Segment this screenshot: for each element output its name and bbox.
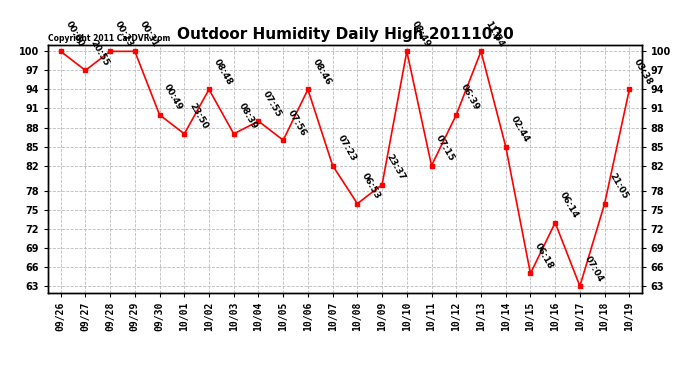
Text: 00:00: 00:00 [63, 20, 86, 49]
Text: 23:50: 23:50 [187, 102, 209, 131]
Text: 07:56: 07:56 [286, 108, 308, 137]
Text: 21:05: 21:05 [607, 172, 629, 201]
Text: 00:31: 00:31 [137, 20, 159, 49]
Text: 08:49: 08:49 [410, 19, 432, 49]
Text: 08:46: 08:46 [310, 57, 333, 87]
Text: 06:53: 06:53 [360, 172, 382, 201]
Text: 06:18: 06:18 [533, 242, 555, 271]
Text: 06:39: 06:39 [459, 83, 481, 112]
Text: 08:48: 08:48 [212, 57, 234, 87]
Text: 03:38: 03:38 [632, 57, 654, 87]
Text: 06:14: 06:14 [558, 190, 580, 220]
Text: 00:49: 00:49 [162, 83, 184, 112]
Text: 11:54: 11:54 [484, 19, 506, 49]
Text: 07:23: 07:23 [335, 134, 357, 163]
Text: Copyright 2011 CarDVR.com: Copyright 2011 CarDVR.com [48, 33, 170, 42]
Text: 23:37: 23:37 [385, 153, 407, 182]
Text: 20:55: 20:55 [88, 38, 110, 68]
Text: 07:55: 07:55 [262, 89, 284, 118]
Text: 00:23: 00:23 [113, 20, 135, 49]
Title: Outdoor Humidity Daily High 20111020: Outdoor Humidity Daily High 20111020 [177, 27, 513, 42]
Text: 02:44: 02:44 [509, 114, 531, 144]
Text: 08:39: 08:39 [237, 102, 259, 131]
Text: 07:15: 07:15 [434, 134, 456, 163]
Text: 07:04: 07:04 [582, 254, 604, 284]
